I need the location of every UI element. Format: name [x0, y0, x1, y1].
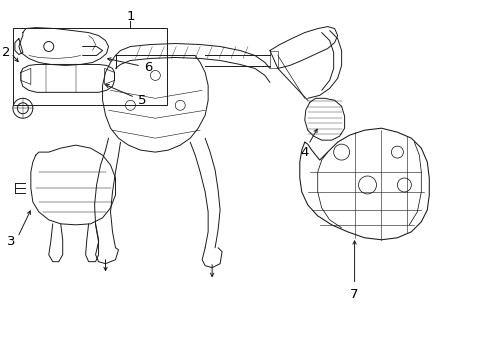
Text: 7: 7 [350, 288, 359, 301]
Text: 3: 3 [7, 235, 15, 248]
Text: 1: 1 [126, 10, 135, 23]
Bar [13, 28, 167, 105]
Text: 2: 2 [1, 46, 10, 59]
Text: 6: 6 [144, 61, 152, 74]
Text: 5: 5 [138, 94, 147, 107]
Text: 4: 4 [300, 145, 309, 159]
